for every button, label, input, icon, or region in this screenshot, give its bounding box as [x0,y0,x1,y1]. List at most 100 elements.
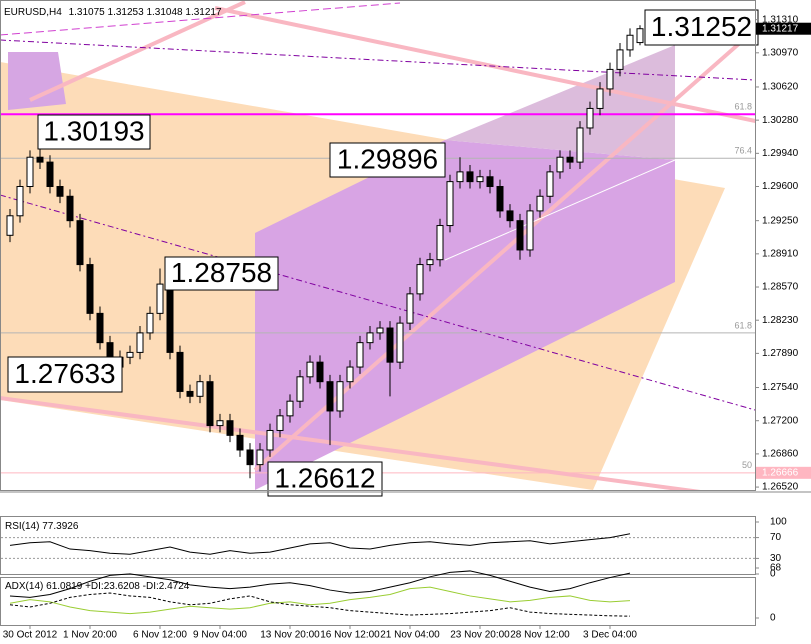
price-callout-box [7,356,123,393]
y-tick-label: 1.28230 [762,315,799,326]
price-callout: 1.26612 [274,462,375,493]
candle-body [456,171,464,183]
candle-body [636,28,644,44]
x-tick-label: 13 Nov 20:00 [260,630,320,641]
level-price-box [756,466,811,479]
adx-header: ADX(14) 61.0819 +DI:23.6208 -DI:2.4724 [5,581,190,592]
y-tick-label: 0 [770,569,776,580]
candle-body [226,420,234,436]
candle-body [96,312,104,344]
candle-body [606,68,614,90]
price-box [756,22,811,35]
candle-body [466,171,474,183]
y-tick-label: 1.27200 [762,415,799,426]
candle-body [266,429,274,451]
x-tick-label: 16 Nov 12:00 [320,630,380,641]
candle-body [406,293,414,324]
candle-body [576,127,584,163]
price-callout-box [164,256,279,291]
rsi-name: RSI(14) [5,521,39,532]
candle-body [176,351,184,392]
candle-body [526,210,534,251]
y-tick-label: 1.28570 [762,282,799,293]
x-tick-label: 6 Nov 12:00 [133,630,187,641]
x-tick-label: 9 Nov 04:00 [193,630,247,641]
purple-zone [8,52,66,110]
candle-body [6,215,14,236]
price-callout: 1.27633 [14,358,115,389]
rsi-header: RSI(14) 77.3926 [5,521,79,532]
candle-body [496,186,504,212]
candle-body [336,381,344,412]
y-tick-label: 1.26860 [762,449,799,460]
last-price: 1.31217 [762,23,799,34]
price-callout: 1.30193 [43,115,144,146]
candle-body [596,88,604,109]
candle-body [436,225,444,261]
legend-entry: +DI: [85,581,104,592]
candle-body [376,327,384,334]
y-tick-label: 70 [770,532,782,543]
candle-body [516,220,524,251]
legend-entry: ADX(14) [5,581,43,592]
fib-label: 61.8 [734,320,752,330]
y-tick-label: 1.29250 [762,215,799,226]
lavender-zone [445,45,675,160]
candle-body [446,181,454,227]
price-callout: 1.28758 [171,257,272,288]
candle-body [546,171,554,197]
candle-body [246,449,254,466]
ohlc-open: 1.31075 [69,7,106,18]
candle-body [166,283,174,353]
candle-body [326,381,334,412]
dashed-line [1,2,401,36]
level-price: 1.26666 [762,467,799,478]
pdi-value: 23.6208 [104,581,141,592]
price-callout: 1.29896 [337,143,438,174]
candle-body [256,449,264,466]
candle-body [16,186,24,217]
candle-body [306,361,314,378]
candle-body [36,156,44,163]
candle-body [356,342,364,368]
price-callout-box [329,142,446,178]
candle-body [56,186,64,197]
median-line [444,159,676,261]
rsi-frame [0,516,756,575]
mdi-value: 2.4724 [159,581,190,592]
y-tick-label: 1.29600 [762,181,799,192]
candle-body [476,176,484,183]
price-callout-box [37,114,151,150]
candle-body [486,176,494,188]
candle-body [426,259,434,266]
y-tick-label: 100 [770,517,787,528]
candle-body [236,434,244,451]
y-tick-label: 1.31310 [762,14,799,25]
x-tick-label: 28 Nov 12:00 [510,630,570,641]
indicator-line [9,592,631,617]
annotations: 1.31252 1.30193 1.29896 1.28758 1.27633 1.266… [7,9,759,497]
y-tick-label: 1.27890 [762,348,799,359]
x-tick-label: 3 Dec 04:00 [583,630,637,641]
y-tick-label: 1.30970 [762,47,799,58]
adx-value: 61.0819 [46,581,83,592]
dashed-line [1,39,755,81]
candle-body [366,332,374,344]
indicator-line [9,586,631,615]
fib-label: 61.8 [734,102,752,112]
candle-body [346,366,354,383]
fib-label: 50 [742,460,752,470]
candle-body [286,400,294,417]
candle-body [536,195,544,212]
dashed-line [1,194,755,411]
candle-body [616,49,624,70]
x-tick-label: 21 Nov 04:00 [380,630,440,641]
rsi-value: 77.3926 [42,521,79,532]
ohlc-high: 1.31253 [108,7,145,18]
y-tick-label: 1.28910 [762,248,799,259]
candle-body [146,312,154,334]
candle-body [46,161,54,188]
candle-body [556,156,564,173]
candle-body [66,195,74,222]
